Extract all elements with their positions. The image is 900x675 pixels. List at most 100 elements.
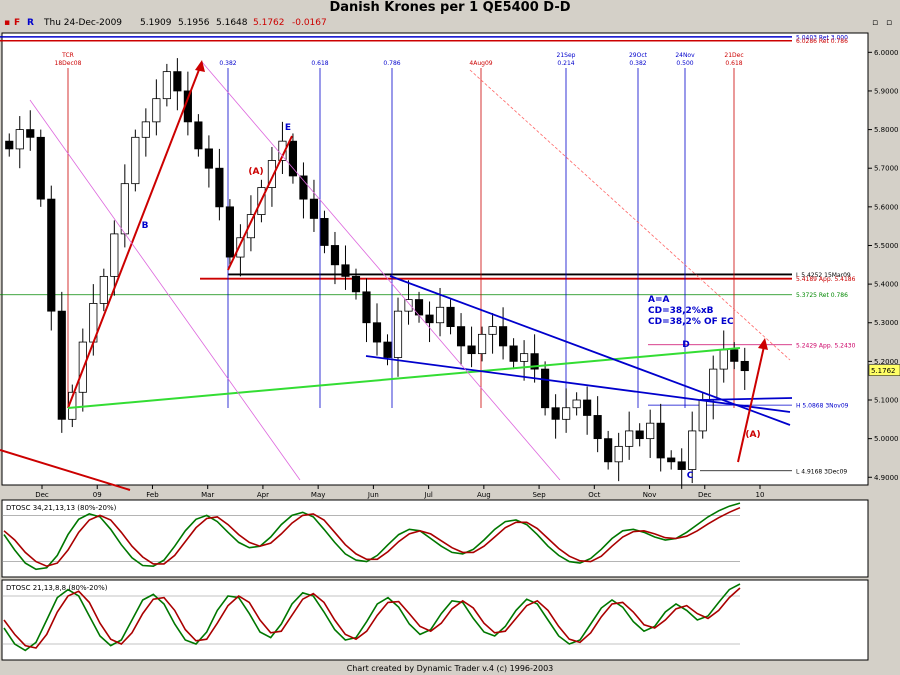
projection-arrow-line [737,341,766,463]
candle-body [583,399,592,416]
x-tick-label: Dec [35,491,49,499]
time-marker-bottom: 0.382 [629,60,646,67]
candle-body [131,136,140,185]
bar-close: 5.1762 [253,18,285,28]
y-tick-label: 5.0000 [874,435,899,443]
candle-body [541,368,550,409]
candle-body [446,306,455,328]
time-marker-top: TCR [61,52,74,59]
y-tick-label: 5.9000 [874,87,899,95]
maximize-icon[interactable]: ▫ [886,18,893,28]
wave-label: C [687,471,694,481]
x-tick-label: May [311,491,325,499]
candle-body [288,140,298,177]
candle-body [372,322,382,343]
time-marker-top: 21Sep [557,52,576,59]
candle-body [614,445,623,463]
candle-body [236,237,245,258]
candle-body [215,167,224,208]
x-tick-label: Aug [477,491,491,499]
price-level-label: 5.3725 Ret 0.786 [796,292,848,299]
x-tick-label: Jul [423,491,433,499]
last-price-box [868,364,900,376]
candle-body [625,430,634,447]
candle-body [351,275,361,293]
x-tick-label: Apr [257,491,269,499]
projection-arrowhead [758,338,768,350]
candle-body [204,148,213,169]
candle-body [646,422,655,440]
candle-body [152,98,161,123]
minimize-icon[interactable]: ▫ [872,18,879,28]
candle-body [15,129,24,150]
bar-date: Thu 24-Dec-2009 [44,18,123,28]
candle-body [246,214,255,239]
candle-body [383,341,392,358]
flag-icon[interactable]: ▪ [4,18,11,28]
f-button[interactable]: F [14,18,21,28]
time-marker-top: 24Nov [675,52,695,59]
dtosc-2-series-line [3,587,741,649]
candle-body [141,121,150,138]
candle-body [5,140,14,150]
candle-body [393,310,403,358]
candle-body [719,349,728,370]
price-level-label: 5.4189 App. 5.4186 [796,276,856,283]
y-tick-label: 5.1000 [874,397,899,405]
candle-body [362,291,371,324]
candle-body [740,360,749,372]
candle-body [404,299,413,312]
y-tick-label: 6.0000 [874,49,899,57]
annotation-text: CD=38,2% OF EC [648,317,734,327]
price-level-label: 6.0286 Ret 0.786 [796,38,848,45]
candle-body [341,264,350,277]
candle-body [593,415,602,440]
candle-body [194,121,203,150]
price-level-label: H 5.0868 3Nov09 [796,403,849,410]
candle-body [110,233,119,277]
x-tick-label: 09 [93,491,102,499]
price-level-label: L 4.9168 3Dec09 [796,468,847,475]
x-tick-label: Dec [698,491,712,499]
candle-body [330,245,340,266]
candle-body [162,71,171,100]
candle-body [425,314,434,324]
candle-body [467,345,476,355]
bar-low: 5.1648 [216,18,248,28]
y-tick-label: 5.6000 [874,203,899,211]
red-support-line [0,449,131,491]
candle-body [278,140,287,161]
candle-body [488,326,497,335]
candle-body [499,326,508,347]
x-tick-label: Jun [367,491,379,499]
candle-body [36,136,45,200]
bar-open: 5.1909 [140,18,172,28]
y-tick-label: 5.7000 [874,165,899,173]
x-tick-label: Nov [643,491,657,499]
price-level-label: L 5.4252 15Mar09 [796,272,851,279]
magenta-parallel-2 [201,61,561,481]
green-trendline [67,347,741,409]
time-marker-bottom: 18Dec08 [55,60,82,67]
candle-body [320,218,329,246]
candle-body [225,206,234,258]
candle-body [435,306,445,324]
wave-b-line [67,61,203,409]
time-marker-bottom: 0.214 [557,60,574,67]
magenta-parallel-1 [29,99,301,481]
candle-body [530,353,539,370]
candle-body [509,345,518,362]
candle-body [99,275,108,304]
candle-body [572,399,581,409]
price-panel [1,32,869,486]
r-button[interactable]: R [27,18,34,28]
time-marker-bottom: 0.500 [676,60,693,67]
candle-body [698,399,707,432]
y-tick-label: 4.9000 [874,474,899,482]
last-price-label: 5.1762 [871,367,896,375]
candle-body [309,198,319,219]
bar-change: -0.0167 [292,18,327,28]
time-marker-top: 29Oct [629,52,648,59]
candle-body [635,430,644,440]
